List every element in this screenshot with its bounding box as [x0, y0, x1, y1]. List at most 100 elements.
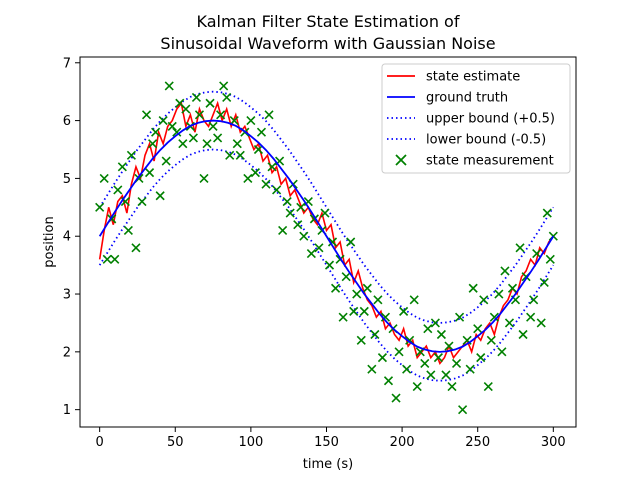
measurement-stroke	[278, 225, 288, 236]
measurement-point	[110, 254, 120, 264]
measurement-stroke	[462, 335, 472, 345]
measurement-point	[423, 324, 433, 334]
measurement-point	[293, 220, 303, 230]
measurement-stroke	[167, 121, 177, 131]
x-tick-label: 300	[541, 435, 566, 450]
measurement-stroke	[246, 116, 256, 126]
measurement-point	[412, 381, 422, 392]
measurement-stroke	[367, 364, 377, 374]
measurement-point	[402, 364, 412, 374]
measurement-point	[102, 254, 112, 264]
measurement-stroke	[256, 127, 267, 137]
measurement-stroke	[144, 168, 155, 178]
measurement-point	[256, 127, 267, 137]
measurement-point	[222, 92, 232, 103]
measurement-stroke	[380, 312, 391, 322]
legend-label-lower-bound: lower bound (-0.5)	[426, 133, 546, 148]
measurement-point	[306, 248, 316, 259]
measurement-stroke	[423, 324, 433, 334]
measurement-point	[359, 306, 369, 316]
measurement-point	[367, 364, 377, 374]
measurement-stroke	[306, 248, 316, 259]
measurement-point	[243, 173, 253, 183]
measurement-point	[494, 289, 504, 299]
measurement-point	[278, 225, 288, 236]
measurement-point	[320, 208, 330, 218]
measurement-stroke	[536, 318, 546, 328]
measurement-stroke	[426, 370, 436, 380]
measurement-stroke	[110, 254, 120, 264]
measurement-stroke	[504, 318, 515, 328]
x-tick-label: 200	[390, 435, 415, 450]
measurement-stroke	[489, 312, 499, 322]
measurement-point	[285, 208, 295, 218]
measurement-point	[172, 127, 182, 137]
measurement-stroke	[320, 208, 330, 218]
measurement-stroke	[213, 133, 223, 143]
measurement-point	[483, 381, 493, 392]
measurement-stroke	[377, 353, 388, 363]
measurement-stroke	[250, 168, 260, 178]
measurement-stroke	[194, 110, 205, 120]
measurement-stroke	[349, 306, 359, 316]
measurement-stroke	[441, 370, 451, 380]
measurement-stroke	[219, 81, 229, 91]
measurement-stroke	[158, 116, 168, 126]
measurement-point	[409, 295, 419, 305]
measurement-point	[346, 237, 356, 247]
measurement-point	[458, 405, 468, 415]
measurement-stroke	[191, 92, 202, 103]
measurement-stroke	[545, 254, 555, 264]
legend-label-ground-truth: ground truth	[426, 91, 508, 106]
measurement-stroke	[123, 225, 133, 236]
measurement-point	[282, 196, 292, 207]
measurement-stroke	[199, 173, 209, 183]
measurement-point	[155, 191, 165, 201]
measurement-stroke	[402, 364, 412, 374]
measurement-point	[430, 318, 440, 328]
measurement-stroke	[141, 110, 152, 120]
measurement-point	[126, 150, 136, 160]
measurement-stroke	[430, 318, 440, 328]
measurement-point	[391, 393, 401, 403]
measurement-point	[542, 208, 552, 218]
measurement-point	[447, 381, 457, 392]
measurement-point	[253, 144, 264, 155]
measurement-point	[137, 196, 147, 207]
measurement-point	[161, 156, 171, 166]
measurement-point	[164, 81, 174, 91]
measurement-point	[123, 225, 133, 236]
measurement-point	[341, 272, 351, 282]
x-axis-label: time (s)	[303, 457, 353, 472]
measurement-point	[216, 110, 226, 120]
measurement-stroke	[346, 237, 356, 247]
x-tick-label: 0	[96, 435, 104, 450]
measurement-point	[383, 376, 394, 386]
measurement-stroke	[529, 295, 539, 305]
measurement-stroke	[164, 81, 174, 91]
measurement-point	[148, 139, 158, 149]
measurement-point	[489, 312, 499, 322]
measurement-stroke	[267, 162, 277, 172]
measurement-point	[399, 306, 409, 316]
measurement-stroke	[465, 364, 475, 374]
measurement-stroke	[330, 283, 341, 293]
measurement-point	[131, 243, 141, 253]
measurement-point	[314, 243, 324, 253]
y-tick-label: 4	[63, 230, 71, 245]
measurement-stroke	[99, 173, 109, 183]
legend-label-upper-bound: upper bound (+0.5)	[426, 112, 555, 127]
measurement-point	[441, 370, 451, 380]
measurement-point	[261, 179, 271, 189]
measurement-stroke	[299, 231, 309, 241]
measurement-point	[444, 341, 454, 351]
measurement-point	[232, 139, 242, 149]
measurement-point	[362, 283, 372, 293]
measurement-point	[327, 237, 338, 247]
measurement-point	[394, 347, 404, 357]
measurement-stroke	[412, 381, 422, 392]
y-tick-label: 1	[63, 403, 71, 418]
legend-label-state-measurement: state measurement	[426, 154, 554, 169]
